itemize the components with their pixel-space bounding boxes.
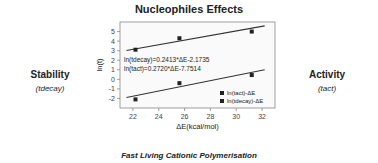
legend-label: ln(tact)-ΔE (227, 90, 255, 96)
y-tick-label: -1 (109, 85, 115, 92)
point (250, 73, 254, 77)
legend-swatch (220, 91, 224, 95)
point (177, 36, 181, 40)
x-tick (158, 108, 159, 111)
y-tick-label: 3 (111, 47, 115, 54)
y-tick (117, 60, 120, 61)
legend-label: ln(tdecay)-ΔE (227, 98, 263, 104)
x-axis-label: ΔE(kcal/mol) (176, 122, 219, 131)
x-tick (262, 108, 263, 111)
x-tick-label: 32 (258, 113, 266, 120)
y-tick-label: 0 (111, 76, 115, 83)
y-tick (117, 79, 120, 80)
plot-marks (126, 26, 264, 102)
x-tick-label: 26 (181, 113, 189, 120)
x-tick-label: 30 (232, 113, 240, 120)
plot-frame (120, 22, 275, 108)
y-tick-label: -2 (109, 95, 115, 102)
annotation: (tdecay) (36, 84, 65, 93)
annotation: ln(tdecay)=0.2413*ΔE-2.1735 (124, 56, 210, 64)
y-tick-label: 2 (111, 57, 115, 64)
annotation: Activity (309, 69, 346, 80)
x-tick-label: 22 (129, 113, 137, 120)
legend: ln(tact)-ΔE ln(tdecay)-ΔE (220, 90, 263, 104)
y-tick-label: 4 (111, 38, 115, 45)
y-tick-label: 5 (111, 28, 115, 35)
annotation: ln(tact)=0.2720*ΔE-7.7514 (124, 65, 201, 73)
chart: Nucleophiles Effects 22 24 26 28 30 32 -2 -1 0 1 2 3… (0, 0, 378, 163)
y-tick (117, 69, 120, 70)
annotation: (tact) (318, 84, 337, 93)
legend-swatch (220, 99, 224, 103)
y-tick-label: 1 (111, 66, 115, 73)
fit-line (126, 70, 264, 98)
y-tick (117, 31, 120, 32)
x-tick (210, 108, 211, 111)
y-tick (117, 41, 120, 42)
annotation: Fast Living Cationic Polymerisation (121, 151, 257, 160)
y-tick (117, 50, 120, 51)
y-tick (117, 88, 120, 89)
x-tick (236, 108, 237, 111)
x-tick-label: 24 (155, 113, 163, 120)
point (177, 81, 181, 85)
fit-line (126, 26, 264, 51)
point (134, 97, 138, 101)
y-tick (117, 98, 120, 99)
point (250, 30, 254, 34)
plot-background (120, 22, 275, 108)
y-axis-label: ln(t) (95, 58, 104, 71)
title: Nucleophiles Effects (135, 3, 243, 15)
x-tick (184, 108, 185, 111)
point (134, 48, 138, 52)
x-tick-label: 28 (207, 113, 215, 120)
annotation: Stability (31, 69, 70, 80)
x-tick (132, 108, 133, 111)
